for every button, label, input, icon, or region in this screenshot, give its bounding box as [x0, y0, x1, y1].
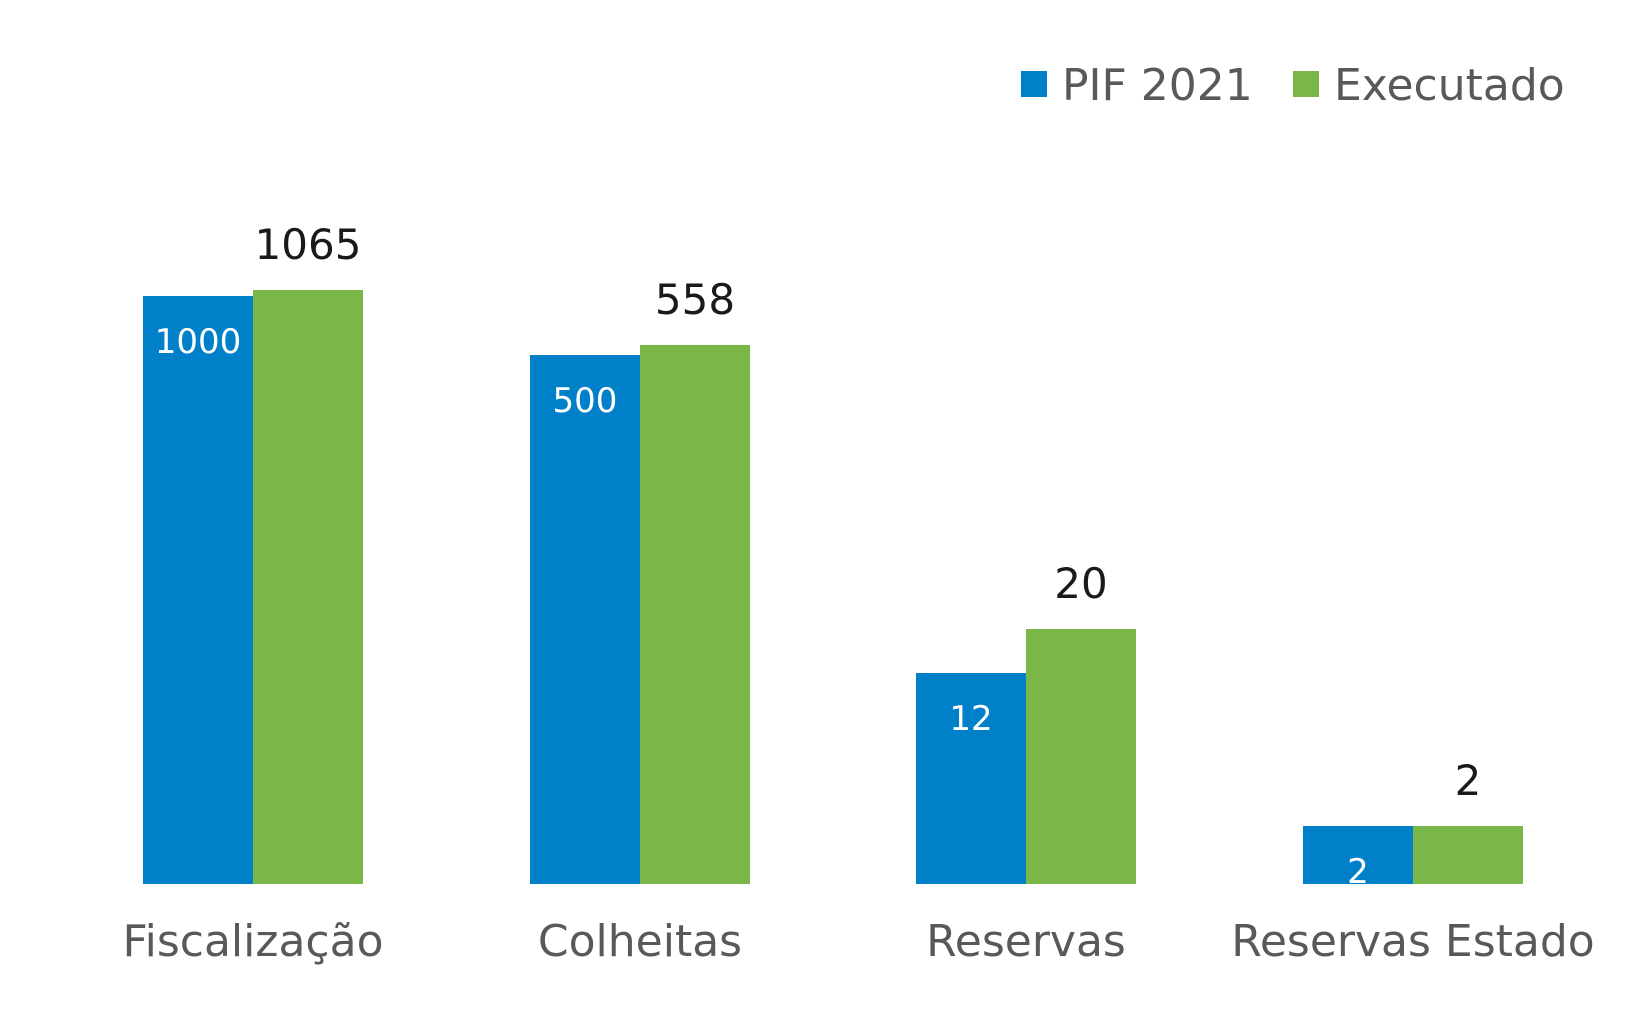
- bar-executado-reservas: [1026, 629, 1136, 884]
- category-label-colheitas: Colheitas: [538, 916, 742, 967]
- category-label-fiscalizacao: Fiscalização: [123, 916, 384, 967]
- value-label-executado-fiscalizacao: 1065: [255, 220, 362, 269]
- value-label-executado-reservas: 20: [1054, 559, 1107, 608]
- bar-pif-2021-fiscalizacao: [143, 296, 253, 884]
- value-label-executado-reservas-estado: 2: [1455, 756, 1482, 805]
- bar-pif-2021-colheitas: [530, 355, 640, 884]
- category-labels: Fiscalização Colheitas Reservas Reservas Es…: [123, 916, 1595, 967]
- value-label-pif-2021-reservas: 12: [949, 699, 992, 739]
- bars: [143, 290, 1523, 884]
- value-label-executado-colheitas: 558: [655, 275, 735, 324]
- value-label-pif-2021-reservas-estado: 2: [1347, 852, 1369, 892]
- value-label-pif-2021-fiscalizacao: 1000: [155, 322, 242, 362]
- value-labels: 1000 1065 500 558 12 20 2 2: [155, 220, 1482, 892]
- legend-swatch-executado: [1293, 71, 1319, 97]
- value-label-pif-2021-colheitas: 500: [553, 381, 618, 421]
- bar-executado-colheitas: [640, 345, 750, 884]
- legend-label-pif-2021: PIF 2021: [1062, 60, 1253, 111]
- category-label-reservas-estado: Reservas Estado: [1231, 916, 1594, 967]
- bar-pif-2021-reservas-estado: [1303, 826, 1413, 884]
- legend: PIF 2021 Executado: [1021, 60, 1565, 111]
- bar-pif-2021-reservas: [916, 673, 1026, 884]
- bar-executado-reservas-estado: [1413, 826, 1523, 884]
- legend-swatch-pif-2021: [1021, 71, 1047, 97]
- bar-executado-fiscalizacao: [253, 290, 363, 884]
- category-label-reservas: Reservas: [926, 916, 1126, 967]
- legend-label-executado: Executado: [1334, 60, 1565, 111]
